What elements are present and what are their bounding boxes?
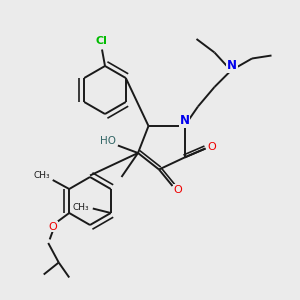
Text: CH₃: CH₃ bbox=[73, 202, 89, 211]
Text: N: N bbox=[226, 58, 237, 72]
Text: Cl: Cl bbox=[95, 36, 107, 46]
Text: N: N bbox=[179, 114, 190, 127]
Text: O: O bbox=[173, 184, 182, 195]
Text: CH₃: CH₃ bbox=[34, 171, 50, 180]
Text: HO: HO bbox=[100, 136, 116, 146]
Text: O: O bbox=[48, 221, 57, 232]
Text: O: O bbox=[207, 142, 216, 152]
